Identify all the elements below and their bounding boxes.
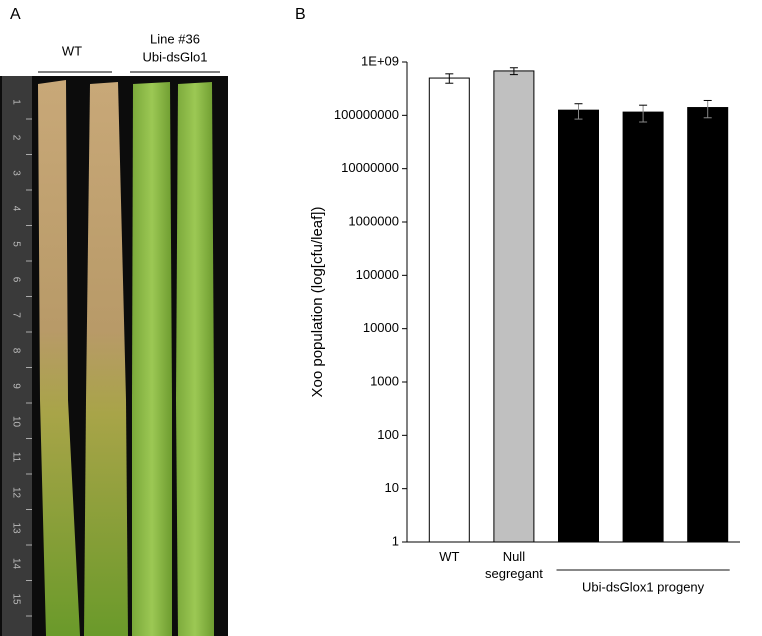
bar	[493, 70, 535, 543]
y-tick-label: 100000000	[334, 107, 399, 122]
x-tick-label: WT	[439, 549, 459, 564]
ruler-label: 7	[10, 312, 21, 318]
leaf	[176, 82, 214, 636]
leaf	[38, 80, 80, 636]
bar	[558, 109, 599, 543]
group-label: Ubi-dsGlox1 progeny	[582, 579, 705, 594]
ruler-label: 3	[10, 170, 21, 176]
y-tick-label: 1E+09	[361, 53, 399, 68]
ruler-label: 14	[10, 558, 21, 570]
leaf	[84, 82, 128, 636]
ruler-label: 6	[10, 277, 21, 283]
y-tick-label: 1000	[370, 373, 399, 388]
x-tick-label: Null segregant	[485, 549, 543, 581]
group-label: Line #36	[150, 31, 200, 46]
y-tick-label: 10000000	[341, 160, 399, 175]
ruler-label: 1	[10, 99, 21, 105]
group-label: Ubi-dsGlo1	[142, 49, 207, 64]
leaf	[132, 82, 172, 636]
panel-label: B	[295, 6, 306, 23]
ruler-label: 4	[10, 206, 21, 212]
y-tick-label: 10	[385, 480, 399, 495]
ruler-label: 8	[10, 348, 21, 354]
bar	[622, 111, 664, 543]
ruler-label: 2	[10, 135, 21, 141]
ruler-label: 15	[10, 593, 21, 605]
y-tick-label: 100000	[356, 267, 399, 282]
ruler-label: 11	[10, 452, 21, 463]
y-tick-label: 10000	[363, 320, 399, 335]
panel-label: A	[10, 6, 21, 23]
ruler-label: 13	[10, 522, 21, 534]
ruler-label: 9	[10, 383, 21, 389]
bar	[687, 107, 729, 543]
y-tick-label: 1	[392, 533, 399, 548]
y-axis-label: Xoo population (log[cfu/leaf])	[309, 207, 326, 398]
ruler	[2, 76, 32, 636]
y-tick-label: 100	[377, 427, 399, 442]
ruler-label: 12	[10, 487, 21, 499]
group-label: WT	[62, 43, 82, 58]
chart: B Xoo population (log[cfu/leaf]) 1 10 100 1…	[295, 6, 740, 594]
ruler-label: 5	[10, 241, 21, 247]
bar	[428, 77, 470, 543]
ruler-label: 10	[10, 416, 21, 428]
y-tick-label: 1000000	[348, 213, 399, 228]
